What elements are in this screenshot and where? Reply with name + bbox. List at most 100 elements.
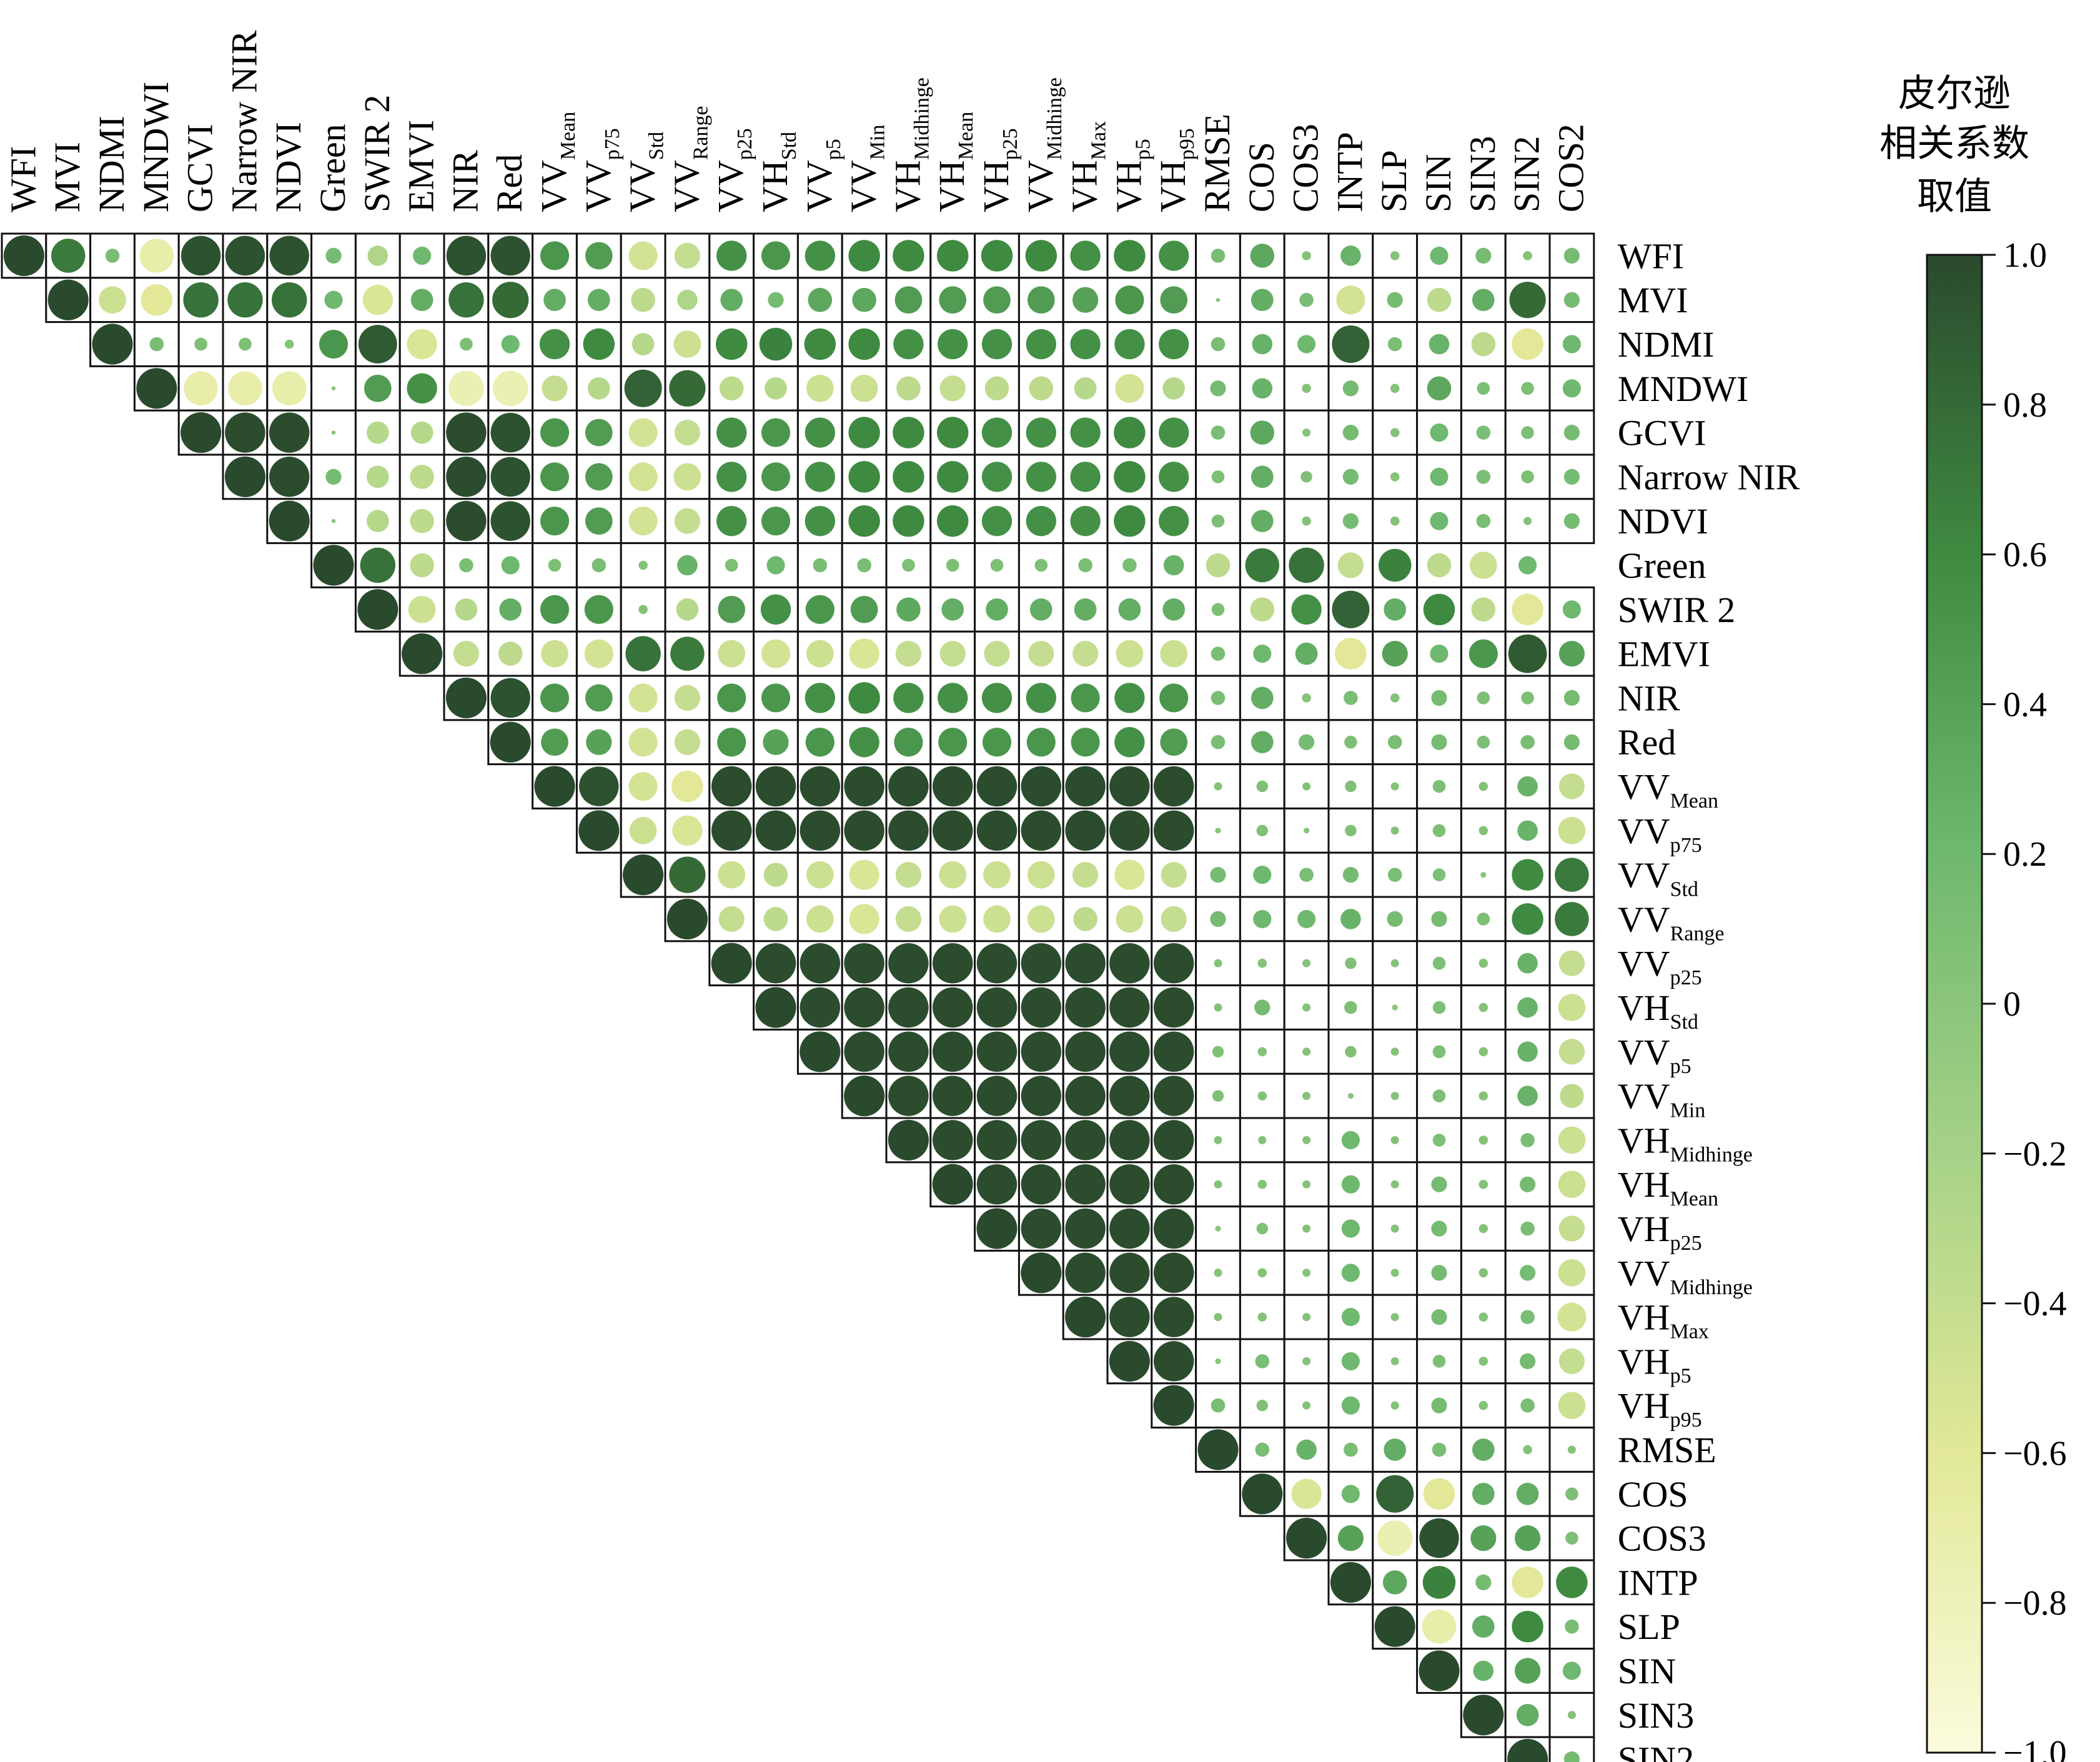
correlation-circle: [677, 555, 698, 576]
correlation-circle: [936, 417, 969, 448]
matrix-cell: [575, 453, 622, 500]
correlation-circle: [888, 810, 929, 851]
correlation-circle: [1471, 332, 1496, 357]
correlation-circle: [894, 728, 923, 757]
correlation-circle: [1161, 862, 1187, 888]
column-label: RMSE: [1197, 114, 1237, 212]
correlation-circle: [1214, 1003, 1222, 1012]
correlation-circle: [895, 862, 921, 888]
correlation-circle: [1257, 1268, 1267, 1278]
correlation-circle: [1341, 1396, 1360, 1415]
correlation-circle: [1387, 292, 1403, 308]
colorbar-tick-label: −0.4: [2003, 1285, 2067, 1324]
row-label: VHMean: [1618, 1164, 1718, 1210]
correlation-circle: [1299, 292, 1314, 307]
correlation-circle: [1512, 593, 1543, 626]
correlation-circle: [1109, 1076, 1150, 1116]
correlation-circle: [1160, 286, 1188, 314]
colorbar-title-line: 皮尔逊: [1898, 73, 2011, 114]
correlation-circle: [939, 375, 966, 402]
correlation-circle: [902, 558, 915, 572]
correlation-circle: [490, 235, 530, 276]
correlation-circle: [888, 1031, 929, 1072]
correlation-circle: [849, 727, 879, 758]
correlation-circle: [542, 375, 568, 402]
correlation-circle: [183, 282, 219, 318]
correlation-circle: [1330, 1562, 1371, 1603]
column-label: MNDWI: [136, 82, 176, 212]
correlation-circle: [1299, 868, 1314, 882]
correlation-circle: [1477, 913, 1490, 926]
correlation-circle: [490, 721, 531, 763]
correlation-circle: [938, 329, 968, 360]
correlation-circle: [1297, 335, 1316, 354]
correlation-circle: [358, 325, 397, 364]
correlation-circle: [893, 329, 924, 360]
correlation-circle: [755, 766, 796, 807]
correlation-circle: [939, 905, 967, 933]
correlation-circle: [844, 1031, 884, 1072]
column-label: SIN3: [1462, 136, 1503, 212]
correlation-circle: [313, 545, 354, 586]
column-label: MVI: [47, 142, 87, 212]
correlation-circle: [716, 240, 747, 271]
correlation-circle: [1303, 828, 1310, 834]
correlation-circle: [849, 859, 879, 890]
correlation-circle: [848, 682, 880, 714]
correlation-circle: [1523, 517, 1532, 525]
column-label: GCVI: [180, 124, 220, 212]
correlation-circle: [1250, 420, 1275, 445]
correlation-circle: [946, 558, 959, 572]
colorbar-tick-label: −1.0: [2003, 1734, 2067, 1762]
row-label: VHp95: [1618, 1385, 1702, 1432]
correlation-circle: [676, 598, 699, 621]
correlation-circle: [938, 683, 968, 713]
correlation-circle: [1197, 1429, 1239, 1470]
correlation-circle: [1070, 417, 1101, 448]
correlation-circle: [1480, 871, 1487, 878]
row-label: SIN2: [1618, 1740, 1694, 1762]
correlation-circle: [718, 861, 746, 889]
correlation-circle: [501, 335, 520, 354]
correlation-circle: [1302, 1003, 1311, 1012]
correlation-circle: [844, 987, 884, 1028]
correlation-circle: [1563, 424, 1580, 441]
correlation-circle: [1256, 824, 1269, 837]
correlation-circle: [540, 418, 570, 447]
correlation-circle: [585, 507, 613, 535]
correlation-circle: [1430, 246, 1449, 265]
correlation-circle: [1021, 987, 1062, 1028]
correlation-circle: [717, 728, 746, 757]
correlation-circle: [800, 943, 841, 984]
correlation-circle: [1256, 780, 1269, 793]
correlation-circle: [1342, 866, 1359, 883]
correlation-circle: [1214, 782, 1222, 791]
correlation-circle: [1390, 251, 1400, 260]
correlation-circle: [181, 412, 222, 453]
correlation-circle: [1558, 1348, 1585, 1374]
correlation-circle: [981, 417, 1013, 448]
correlation-circle: [1432, 868, 1446, 881]
correlation-circle: [761, 418, 791, 447]
correlation-circle: [1478, 826, 1488, 836]
correlation-circle: [1025, 240, 1057, 272]
correlation-circle: [717, 683, 746, 713]
correlation-circle: [1070, 506, 1101, 537]
correlation-circle: [1476, 425, 1491, 440]
correlation-circle: [1021, 1208, 1062, 1249]
correlation-circle: [1478, 1400, 1488, 1410]
correlation-circle: [1345, 1046, 1357, 1058]
correlation-circle: [981, 329, 1013, 360]
correlation-circle: [1340, 909, 1361, 929]
correlation-circle: [1250, 244, 1275, 268]
correlation-circle: [939, 286, 967, 314]
correlation-circle: [1065, 943, 1106, 984]
matrix-cell: [1548, 1427, 1595, 1473]
correlation-circle: [587, 289, 610, 312]
correlation-circle: [1251, 686, 1274, 710]
correlation-circle: [711, 810, 752, 851]
correlation-circle: [239, 337, 252, 351]
column-label: VHStd: [755, 132, 801, 212]
correlation-circle: [932, 1164, 973, 1205]
